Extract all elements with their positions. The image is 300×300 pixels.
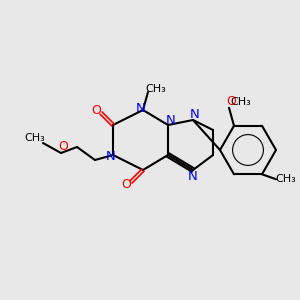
Text: CH₃: CH₃: [276, 174, 296, 184]
Text: N: N: [106, 151, 116, 164]
Text: O: O: [226, 95, 236, 108]
Text: CH₃: CH₃: [231, 97, 251, 107]
Text: O: O: [121, 178, 131, 191]
Text: O: O: [91, 103, 101, 116]
Text: CH₃: CH₃: [25, 133, 45, 143]
Text: N: N: [166, 113, 176, 127]
Text: O: O: [58, 140, 68, 152]
Text: N: N: [136, 101, 146, 115]
Text: CH₃: CH₃: [146, 84, 167, 94]
Text: N: N: [188, 169, 198, 182]
Text: N: N: [190, 107, 200, 121]
